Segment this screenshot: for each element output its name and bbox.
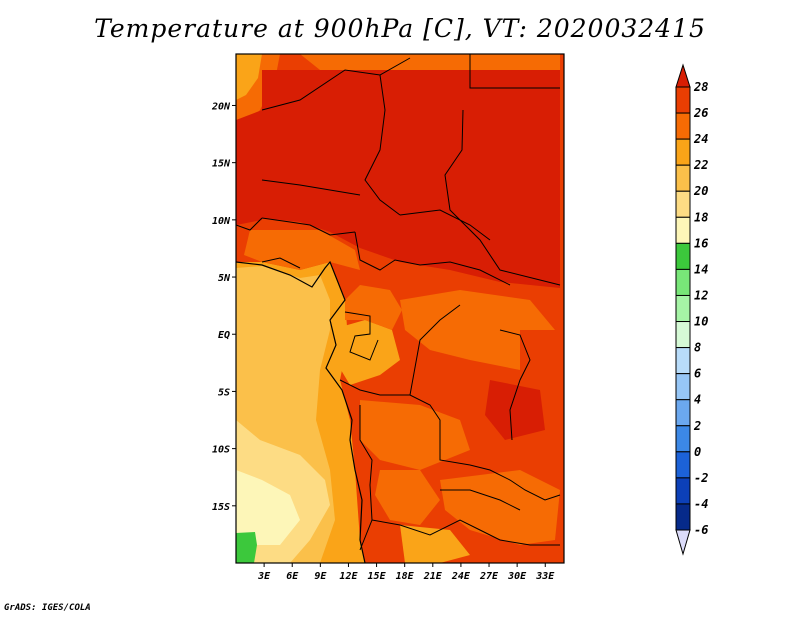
colorbar-label: 12: [694, 288, 708, 302]
lon-label: 15E: [368, 571, 387, 582]
latitude-axis: 20N 15N 10N 5N EQ 5S 10S 15S: [211, 101, 236, 513]
colorbar-swatch: [675, 138, 691, 166]
colorbar-label: 28: [693, 80, 708, 94]
colorbar-bottom-arrow: [675, 529, 691, 556]
lat-label: 20N: [211, 101, 231, 112]
colorbar-swatch: [675, 242, 691, 270]
colorbar-swatch: [675, 425, 691, 453]
colorbar-label: 22: [693, 158, 708, 172]
colorbar-label: 14: [694, 262, 708, 276]
grads-credit: GrADS: IGES/COLA: [4, 603, 91, 613]
colorbar-label: -4: [694, 497, 708, 511]
colorbar-swatch: [675, 477, 691, 505]
lon-label: 12E: [339, 571, 358, 582]
colorbar-label: 0: [694, 445, 701, 459]
lat-label: 10N: [212, 216, 231, 227]
colorbar-label: 20: [693, 184, 708, 198]
lon-label: 6E: [286, 571, 299, 582]
colorbar-swatch: [675, 373, 691, 401]
colorbar-swatch: [675, 294, 691, 323]
lat-label: 5S: [218, 387, 230, 398]
colorbar-swatch: [675, 216, 691, 244]
colorbar-label: 6: [694, 367, 701, 381]
longitude-axis: 3E 6E 9E 12E 15E 18E 21E 24E 27E 30E 33E: [257, 563, 555, 582]
colorbar-top-arrow: [675, 63, 691, 88]
colorbar-label: 26: [693, 106, 708, 120]
lat-label: EQ: [218, 330, 230, 341]
lat-label: 15S: [212, 502, 230, 513]
lat-label: 10S: [212, 445, 230, 456]
colorbar-swatch: [675, 321, 691, 349]
colorbar-swatch: [675, 112, 691, 140]
colorbar-label: 18: [694, 210, 708, 224]
coastline: [236, 260, 366, 563]
temperature-field: [236, 54, 564, 563]
lon-label: 27E: [479, 571, 499, 582]
chart-title: Temperature at 900hPa [C], VT: 202003241…: [94, 14, 706, 43]
colorbar-swatch: [675, 347, 691, 375]
colorbar-label: -6: [694, 523, 708, 537]
lat-label: 15N: [212, 159, 231, 170]
lon-label: 30E: [507, 571, 527, 582]
colorbar-swatch: [675, 451, 691, 479]
lon-label: 9E: [314, 571, 327, 582]
colorbar-swatch: [675, 190, 691, 218]
colorbar-label: 10: [694, 315, 708, 329]
country-borders: [236, 54, 561, 551]
colorbar-label: 4: [694, 393, 701, 407]
colorbar-label: 24: [693, 132, 708, 146]
lon-label: 18E: [396, 571, 415, 582]
lat-label: 5N: [218, 273, 231, 284]
lon-label: 33E: [535, 571, 555, 582]
colorbar-swatch: [675, 164, 691, 192]
colorbar-swatch: [675, 268, 691, 296]
colorbar-label: 8: [694, 341, 701, 355]
colorbar-label: 16: [694, 236, 708, 250]
colorbar-label: 2: [693, 419, 701, 433]
colorbar-swatch: [675, 503, 691, 531]
lon-label: 3E: [257, 571, 271, 582]
lon-label: 24E: [451, 571, 471, 582]
lon-label: 21E: [423, 571, 443, 582]
colorbar-label: -2: [694, 471, 708, 485]
colorbar-swatch: [675, 399, 691, 427]
colorbar-swatch: [675, 86, 691, 114]
map-frame: [235, 53, 565, 564]
